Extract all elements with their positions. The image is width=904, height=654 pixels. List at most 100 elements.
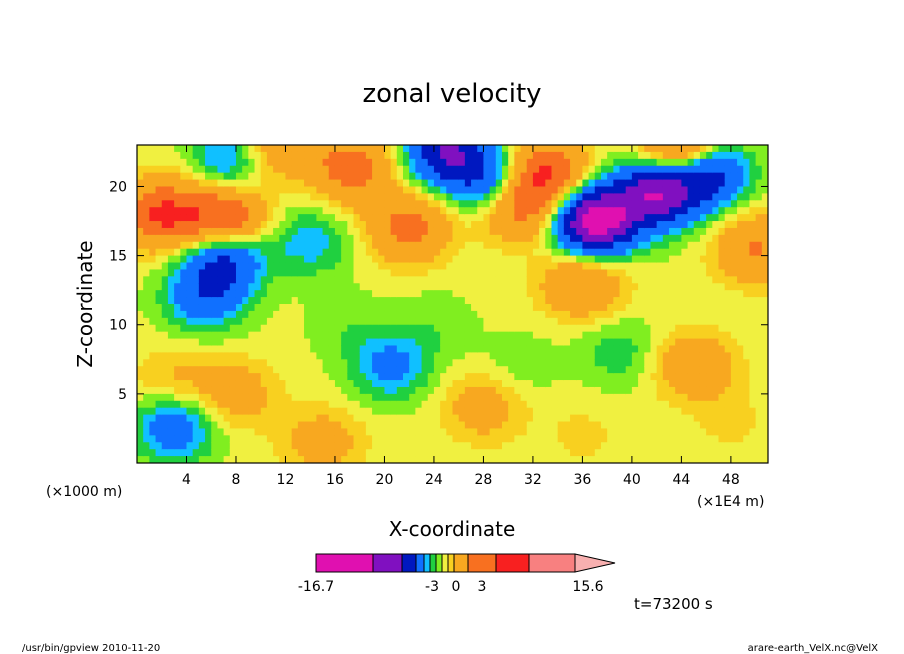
field-cell <box>458 227 466 236</box>
field-cell <box>501 165 509 174</box>
field-cell <box>229 172 237 181</box>
field-cell <box>378 269 386 277</box>
field-cell <box>631 207 639 215</box>
field-cell <box>532 179 540 188</box>
field-cell <box>211 359 219 367</box>
field-cell <box>576 324 584 333</box>
field-cell <box>409 428 416 436</box>
field-cell <box>508 145 515 153</box>
field-cell <box>675 158 682 167</box>
field-cell <box>378 386 386 395</box>
field-cell <box>137 276 144 284</box>
field-cell <box>508 248 515 257</box>
field-cell <box>347 331 355 340</box>
field-cell <box>322 193 330 201</box>
field-cell <box>180 186 188 194</box>
field-cell <box>737 297 744 305</box>
field-cell <box>526 248 534 257</box>
field-cell <box>477 324 485 333</box>
field-cell <box>743 317 751 326</box>
field-cell <box>489 428 497 436</box>
field-cell <box>594 386 602 395</box>
field-cell <box>359 366 367 374</box>
field-cell <box>167 186 175 194</box>
field-cell <box>341 269 348 277</box>
field-cell <box>477 200 485 208</box>
field-cell <box>396 297 404 305</box>
field-cell <box>625 304 633 312</box>
field-cell <box>471 193 478 201</box>
field-cell <box>365 151 373 160</box>
field-cell <box>186 255 194 264</box>
field-cell <box>186 234 194 243</box>
field-cell <box>594 393 602 402</box>
field-cell <box>539 380 546 388</box>
field-cell <box>359 331 367 340</box>
field-cell <box>644 179 652 188</box>
field-cell <box>242 442 249 450</box>
field-cell <box>520 456 528 463</box>
field-cell <box>279 456 287 463</box>
field-cell <box>761 214 768 222</box>
field-cell <box>266 324 274 333</box>
field-cell <box>211 255 219 264</box>
field-cell <box>149 151 157 160</box>
field-cell <box>656 248 664 257</box>
field-cell <box>563 456 571 463</box>
field-cell <box>712 386 720 395</box>
field-cell <box>625 158 633 167</box>
field-cell <box>161 359 169 367</box>
field-cell <box>737 317 744 326</box>
field-cell <box>699 207 707 215</box>
field-cell <box>260 255 268 264</box>
field-cell <box>409 145 416 153</box>
field-cell <box>192 386 200 395</box>
field-cell <box>328 234 336 243</box>
field-cell <box>285 428 293 436</box>
field-cell <box>576 145 584 153</box>
field-cell <box>557 165 565 174</box>
field-cell <box>699 200 707 208</box>
field-cell <box>322 386 330 395</box>
field-cell <box>699 428 707 436</box>
field-cell <box>242 310 249 319</box>
field-cell <box>594 297 602 305</box>
field-cell <box>755 193 763 201</box>
field-cell <box>631 393 639 402</box>
field-cell <box>458 428 466 436</box>
field-cell <box>761 234 768 243</box>
field-cell <box>186 297 194 305</box>
field-cell <box>322 352 330 360</box>
field-cell <box>328 386 336 395</box>
field-cell <box>687 449 695 457</box>
field-cell <box>712 380 720 388</box>
field-cell <box>353 145 361 153</box>
field-cell <box>143 435 150 443</box>
field-cell <box>396 269 404 277</box>
field-cell <box>638 214 645 222</box>
field-cell <box>477 248 485 257</box>
field-cell <box>656 193 664 201</box>
field-cell <box>545 193 553 201</box>
field-cell <box>316 214 324 222</box>
field-cell <box>600 151 608 160</box>
field-cell <box>328 352 336 360</box>
field-cell <box>217 262 225 271</box>
field-cell <box>341 200 348 208</box>
field-cell <box>501 214 509 222</box>
field-cell <box>198 449 206 457</box>
field-cell <box>508 165 515 174</box>
field-cell <box>730 324 738 333</box>
field-cell <box>316 172 324 181</box>
field-cell <box>749 400 757 409</box>
field-cell <box>489 414 497 423</box>
field-cell <box>427 414 435 423</box>
field-cell <box>718 179 726 188</box>
field-cell <box>143 227 150 236</box>
field-cell <box>613 234 621 243</box>
field-cell <box>440 145 447 153</box>
field-cell <box>192 165 200 174</box>
field-cell <box>501 352 509 360</box>
field-cell <box>644 207 652 215</box>
field-cell <box>501 449 509 457</box>
